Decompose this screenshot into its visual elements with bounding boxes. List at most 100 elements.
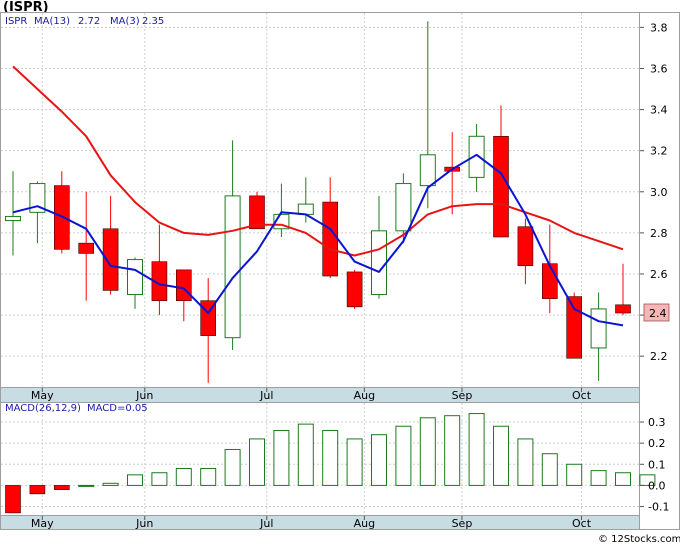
macd-bar-positive	[224, 448, 241, 486]
candle-body-down	[541, 263, 558, 299]
candle-body-down	[322, 201, 339, 277]
candle-body-down	[249, 195, 265, 230]
macd-bar-positive	[493, 425, 509, 486]
macd-bar-positive	[395, 425, 412, 486]
macd-bar-positive	[517, 438, 534, 486]
macd-y-tick-label: 0.3	[648, 416, 666, 429]
macd-month-label: Sep	[452, 517, 473, 530]
candle-body-down	[566, 296, 583, 359]
chart-title: (ISPR)	[3, 0, 49, 15]
price-legend: ISPR MA(13) 2.72 MA(3) 2.35	[5, 16, 164, 27]
macd-bar-positive	[200, 468, 217, 486]
macd-bar-positive	[249, 438, 265, 486]
macd-month-label: Jun	[135, 517, 153, 530]
price-month-label: Sep	[452, 389, 473, 402]
price-month-label: Oct	[572, 389, 592, 402]
macd-month-labels: May Jun Jul Aug Sep Oct	[31, 516, 592, 530]
price-y-tick-label: 3.2	[650, 145, 668, 158]
price-month-band-bg	[0, 387, 640, 403]
macd-y-tick-label: 0.1	[648, 458, 666, 471]
candle-body-up	[371, 230, 387, 296]
macd-month-label: May	[31, 517, 54, 530]
macd-panel: -0.1 0.0 0.1 0.2 0.3 MACD(26,12,9) MACD=0.05	[0, 402, 669, 516]
macd-bar-positive	[151, 472, 168, 486]
macd-month-label: Aug	[354, 517, 375, 530]
macd-bar-positive	[127, 474, 143, 486]
last-price-tag: 2.4	[643, 303, 670, 322]
legend-ma3-label: MA(3)	[110, 16, 140, 27]
macd-month-label: Jul	[259, 517, 273, 530]
macd-y-tick-label: -0.1	[648, 501, 669, 514]
macd-grid	[1, 403, 640, 515]
price-month-label: Aug	[354, 389, 375, 402]
candle-body-up	[127, 259, 143, 296]
macd-bar-negative	[29, 485, 46, 495]
candle-body-up	[297, 203, 314, 215]
price-y-tick-label: 3.8	[650, 21, 668, 34]
macd-bar-positive	[371, 434, 387, 486]
price-y-axis: 2.2 2.6 2.8 3.0 3.2 3.4 3.6 3.8	[640, 21, 668, 363]
macd-bar-positive	[639, 474, 656, 486]
moving-average-lines	[12, 65, 624, 327]
price-month-label: Jul	[259, 389, 273, 402]
macd-bar-negative	[5, 485, 21, 514]
macd-bar-positive	[419, 417, 436, 486]
candle-body-down	[615, 304, 631, 314]
candle-body-down	[346, 271, 363, 308]
macd-bars	[5, 413, 656, 514]
candle-body-down	[151, 261, 168, 301]
price-month-band: May Jun Jul Aug Sep Oct	[0, 387, 640, 403]
legend-ma13-label: MA(13)	[34, 16, 70, 27]
credit-text: © 12Stocks.com	[598, 534, 680, 545]
ma13-line	[12, 65, 624, 257]
price-plot-area	[0, 12, 640, 388]
last-price-tag-value: 2.4	[649, 307, 667, 320]
price-panel: 2.2 2.6 2.8 3.0 3.2 3.4 3.6 3.8 ISPR MA(13) 2.7…	[0, 12, 670, 388]
macd-bar-positive	[468, 413, 485, 486]
price-month-label: Jun	[135, 389, 153, 402]
legend-ma13-value: 2.72	[78, 16, 100, 27]
legend-symbol: ISPR	[5, 16, 27, 27]
price-y-tick-label: 3.6	[650, 62, 668, 75]
macd-legend-value: MACD=0.05	[87, 403, 148, 414]
candle-body-down	[102, 228, 119, 291]
candle-body-up	[224, 195, 241, 339]
candle-body-up	[29, 183, 46, 213]
macd-legend: MACD(26,12,9) MACD=0.05	[5, 403, 148, 414]
macd-month-band-bg	[0, 515, 640, 530]
macd-legend-label: MACD(26,12,9)	[5, 403, 81, 414]
macd-month-label: Oct	[572, 517, 592, 530]
macd-bar-positive	[322, 429, 339, 486]
candle-body-down	[517, 226, 534, 267]
candle-body-down	[176, 269, 192, 301]
macd-month-band: May Jun Jul Aug Sep Oct	[0, 515, 640, 530]
price-y-tick-label: 3.4	[650, 104, 668, 117]
last-price-tag-box	[643, 303, 670, 322]
macd-bar-negative	[53, 485, 70, 490]
price-y-tick-label: 2.8	[650, 227, 668, 240]
macd-bar-positive	[273, 429, 290, 486]
candle-body-up	[590, 308, 607, 349]
macd-bar-positive	[102, 482, 119, 486]
candle-body-up	[395, 183, 412, 232]
macd-y-tick-label: 0.0	[648, 479, 666, 492]
macd-bar-positive	[346, 438, 363, 486]
macd-y-axis: -0.1 0.0 0.1 0.2 0.3	[640, 416, 669, 514]
price-month-labels: May Jun Jul Aug Sep Oct	[31, 388, 592, 402]
legend-ma3-value: 2.35	[142, 16, 164, 27]
macd-bar-positive	[78, 484, 95, 487]
price-y-tick-label: 2.2	[650, 350, 668, 363]
macd-bar-positive	[566, 463, 583, 486]
candle-body-down	[78, 242, 94, 254]
macd-bar-positive	[444, 415, 461, 486]
macd-bar-positive	[541, 453, 558, 486]
candle-body-up	[5, 215, 21, 222]
price-y-tick-label: 2.6	[650, 268, 668, 281]
macd-bar-positive	[615, 472, 631, 486]
ma3-line	[12, 153, 624, 327]
macd-bar-positive	[590, 470, 607, 486]
candle-body-up	[468, 135, 485, 178]
macd-y-tick-label: 0.2	[648, 437, 666, 450]
